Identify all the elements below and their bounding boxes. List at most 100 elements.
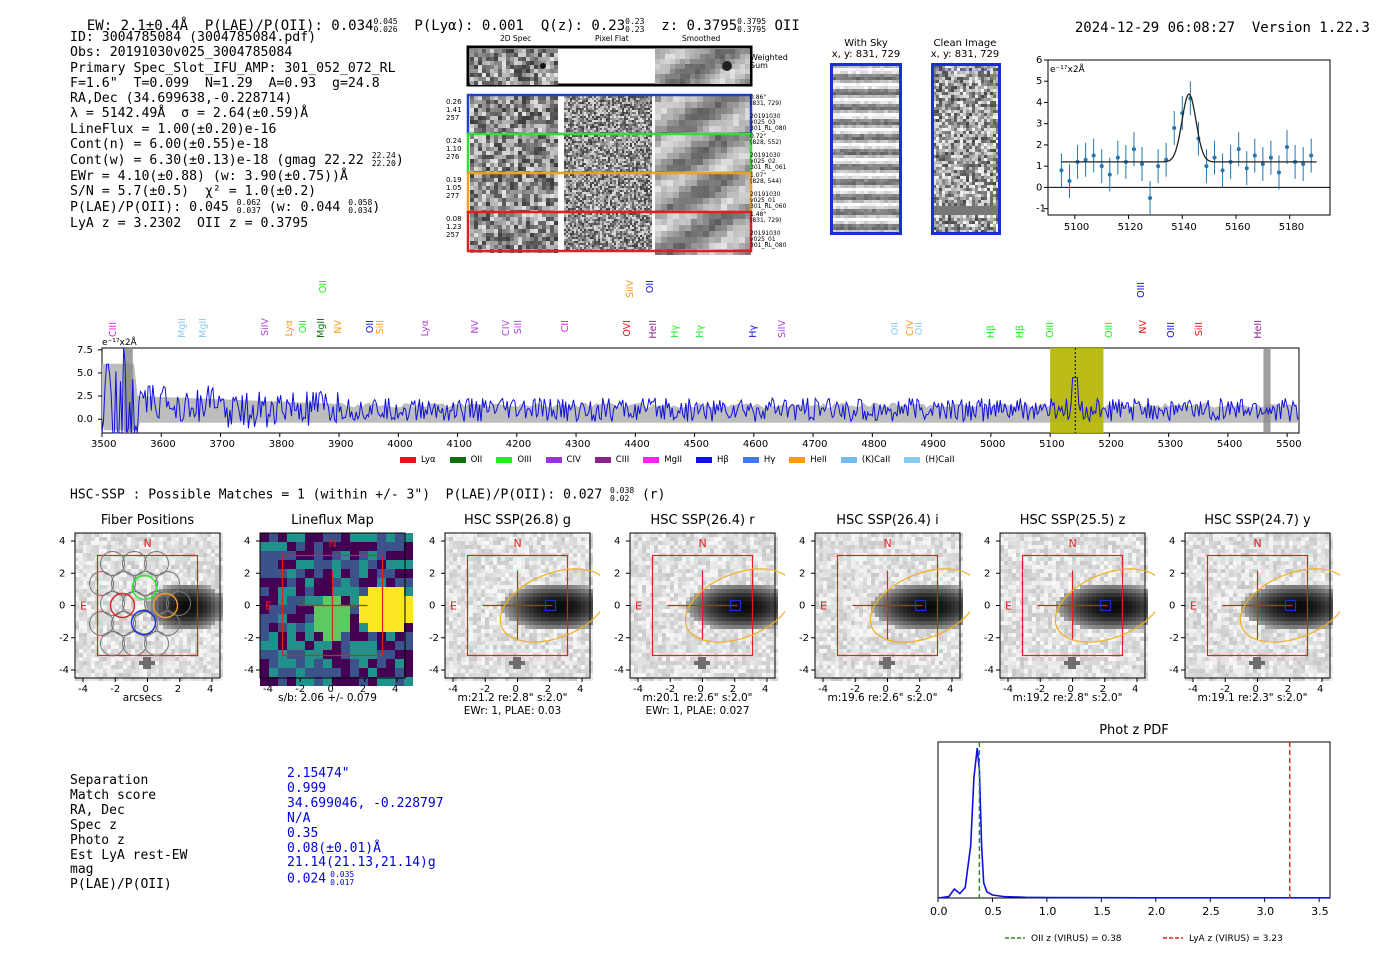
pixel xyxy=(618,124,620,126)
pixel xyxy=(474,174,478,178)
pixel xyxy=(486,81,490,85)
pixel xyxy=(638,128,640,130)
pixel xyxy=(646,139,648,141)
pixel xyxy=(490,221,494,225)
pixel xyxy=(588,239,590,241)
pixel xyxy=(530,194,534,198)
pixel xyxy=(624,237,626,239)
pixel xyxy=(670,74,675,79)
pixel xyxy=(700,49,705,54)
pixel xyxy=(697,186,703,192)
pixel xyxy=(522,49,526,53)
pixel xyxy=(596,196,598,198)
pixel xyxy=(592,245,594,247)
pixel xyxy=(638,143,640,145)
pixel xyxy=(538,233,542,237)
pixel xyxy=(590,96,592,98)
pixel xyxy=(580,110,582,112)
pixel xyxy=(596,221,598,223)
pixel xyxy=(636,186,638,188)
pixel xyxy=(594,217,596,219)
pixel xyxy=(546,104,550,108)
pixel xyxy=(612,229,614,231)
pixel xyxy=(733,141,739,147)
pixel xyxy=(630,100,632,102)
pixel xyxy=(703,165,709,171)
pixel xyxy=(592,198,594,200)
pixel xyxy=(582,190,584,192)
pixel xyxy=(502,81,506,85)
pixel xyxy=(510,198,514,202)
pixel xyxy=(478,159,482,163)
pixel xyxy=(586,116,588,118)
pixel xyxy=(642,147,644,149)
pixel xyxy=(616,137,618,139)
pixel xyxy=(644,215,646,217)
pixel xyxy=(568,176,570,178)
pixel xyxy=(720,79,725,84)
pixel xyxy=(566,235,568,237)
pixel xyxy=(608,192,610,194)
pixel xyxy=(470,241,474,245)
pixel xyxy=(564,151,566,153)
pixel xyxy=(518,217,522,221)
pixel xyxy=(514,198,518,202)
pixel xyxy=(474,139,478,143)
pixel xyxy=(586,213,588,215)
pixel xyxy=(638,163,640,165)
pixel xyxy=(636,217,638,219)
pixel xyxy=(644,188,646,190)
pixel xyxy=(644,223,646,225)
pixel xyxy=(586,235,588,237)
pixel xyxy=(620,233,622,235)
pixel xyxy=(606,213,608,215)
pixel xyxy=(510,135,514,139)
pixel xyxy=(522,217,526,221)
pixel xyxy=(646,237,648,239)
pixel xyxy=(636,241,638,243)
pixel xyxy=(614,229,616,231)
pixel xyxy=(538,81,542,85)
pixel xyxy=(478,167,482,171)
pixel xyxy=(634,198,636,200)
pixel xyxy=(644,186,646,188)
pixel xyxy=(602,206,604,208)
pixel xyxy=(612,114,614,116)
pixel xyxy=(610,215,612,217)
pixel xyxy=(606,225,608,227)
pixel xyxy=(570,100,572,102)
pixel xyxy=(709,147,715,153)
pixel xyxy=(642,106,644,108)
pixel xyxy=(594,178,596,180)
pixel xyxy=(626,153,628,155)
pixel xyxy=(534,49,538,53)
pixel xyxy=(574,188,576,190)
pixel xyxy=(584,165,586,167)
pixel xyxy=(646,192,648,194)
pixel xyxy=(498,81,502,85)
pixel xyxy=(588,221,590,223)
pixel xyxy=(616,128,618,130)
pixel xyxy=(624,221,626,223)
pixel xyxy=(502,202,506,206)
pixel xyxy=(632,159,634,161)
pixel xyxy=(584,245,586,247)
pixel xyxy=(578,243,580,245)
pixel xyxy=(740,79,745,84)
pixel xyxy=(710,69,715,74)
pixel xyxy=(648,153,650,155)
pixel xyxy=(494,53,498,57)
pixel xyxy=(636,243,638,245)
pixel xyxy=(608,149,610,151)
pixel xyxy=(578,147,580,149)
pixel xyxy=(606,231,608,233)
pixel xyxy=(618,225,620,227)
pixel xyxy=(612,118,614,120)
pixel xyxy=(624,215,626,217)
pixel xyxy=(514,69,518,73)
pixel xyxy=(592,116,594,118)
pixel xyxy=(518,194,522,198)
pixel xyxy=(584,118,586,120)
pixel xyxy=(622,124,624,126)
pixel xyxy=(502,57,506,61)
